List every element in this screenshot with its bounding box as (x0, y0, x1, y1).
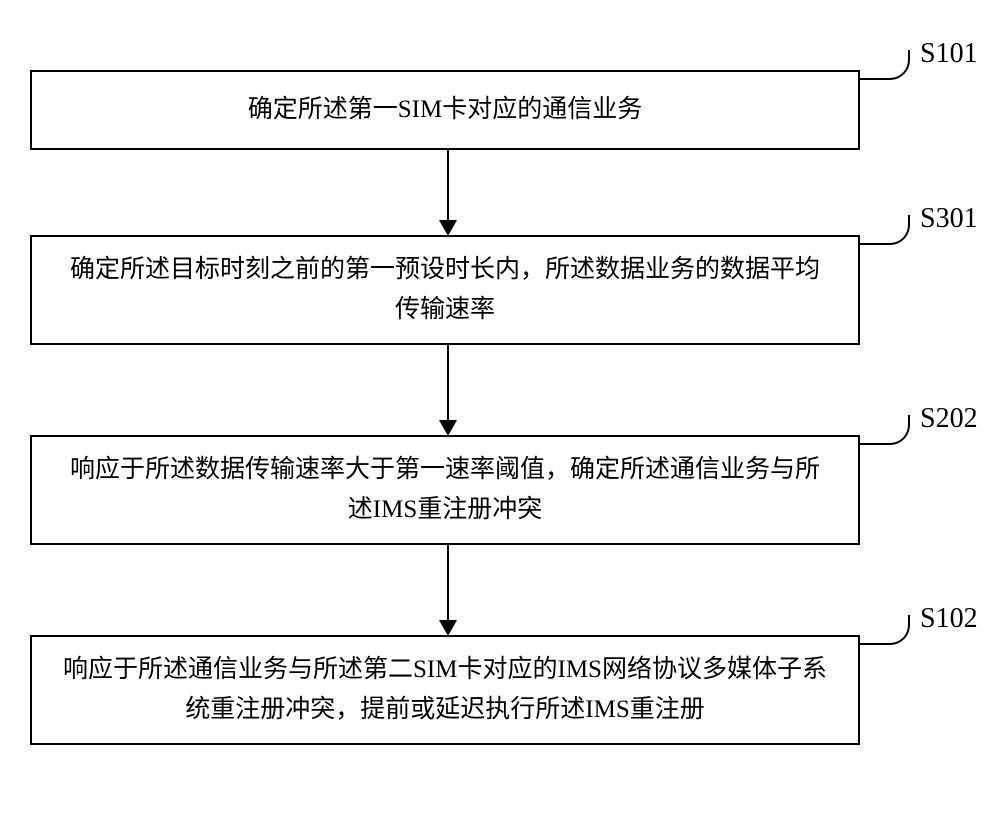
arrow-line-2 (447, 345, 449, 420)
step-box-s102: 响应于所述通信业务与所述第二SIM卡对应的IMS网络协议多媒体子系统重注册冲突，… (30, 635, 860, 745)
step-label-s202: S202 (920, 403, 978, 435)
step-label-s102: S102 (920, 603, 978, 635)
step-box-s202: 响应于所述数据传输速率大于第一速率阈值，确定所述通信业务与所述IMS重注册冲突 (30, 435, 860, 545)
arrow-line-3 (447, 545, 449, 620)
step-box-s101: 确定所述第一SIM卡对应的通信业务 (30, 70, 860, 150)
arrow-head-3 (439, 620, 457, 636)
step-box-s301: 确定所述目标时刻之前的第一预设时长内，所述数据业务的数据平均传输速率 (30, 235, 860, 345)
step-text-s102: 响应于所述通信业务与所述第二SIM卡对应的IMS网络协议多媒体子系统重注册冲突，… (62, 650, 828, 730)
arrow-1 (425, 150, 470, 236)
label-connector-s202 (860, 415, 910, 445)
arrow-line-1 (447, 150, 449, 220)
arrow-head-2 (439, 420, 457, 436)
arrow-2 (425, 345, 470, 436)
step-text-s301: 确定所述目标时刻之前的第一预设时长内，所述数据业务的数据平均传输速率 (62, 250, 828, 330)
arrow-3 (425, 545, 470, 636)
step-text-s101: 确定所述第一SIM卡对应的通信业务 (248, 90, 642, 130)
step-label-s101: S101 (920, 38, 978, 70)
label-connector-s101 (860, 50, 910, 80)
arrow-head-1 (439, 220, 457, 236)
step-label-s301: S301 (920, 203, 978, 235)
step-text-s202: 响应于所述数据传输速率大于第一速率阈值，确定所述通信业务与所述IMS重注册冲突 (62, 450, 828, 530)
label-connector-s301 (860, 215, 910, 245)
label-connector-s102 (860, 615, 910, 645)
